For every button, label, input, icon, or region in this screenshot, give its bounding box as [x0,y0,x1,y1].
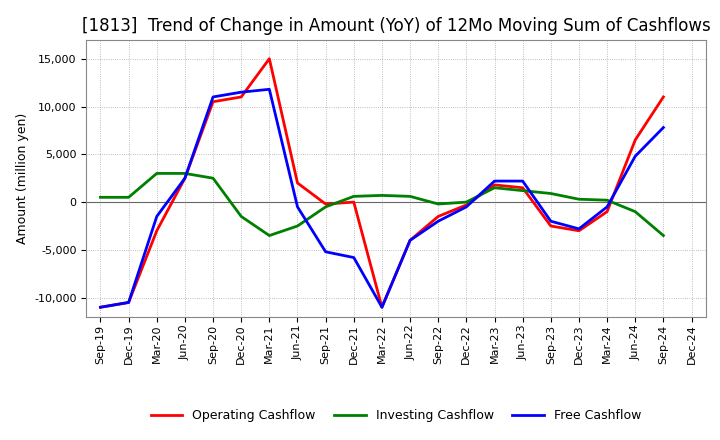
Operating Cashflow [321,202,330,207]
Free Cashflow [125,300,133,305]
Free Cashflow [575,226,583,231]
Investing Cashflow [237,214,246,219]
Title: [1813]  Trend of Change in Amount (YoY) of 12Mo Moving Sum of Cashflows: [1813] Trend of Change in Amount (YoY) o… [81,17,711,35]
Investing Cashflow [434,202,443,207]
Operating Cashflow [96,304,105,310]
Operating Cashflow [209,99,217,104]
Operating Cashflow [631,137,639,143]
Investing Cashflow [349,194,358,199]
Investing Cashflow [659,233,667,238]
Free Cashflow [237,89,246,95]
Free Cashflow [462,204,471,209]
Investing Cashflow [631,209,639,214]
Operating Cashflow [490,182,499,187]
Free Cashflow [349,255,358,260]
Investing Cashflow [96,194,105,200]
Line: Free Cashflow: Free Cashflow [101,89,663,307]
Investing Cashflow [125,194,133,200]
Operating Cashflow [603,209,611,214]
Y-axis label: Amount (million yen): Amount (million yen) [16,113,29,244]
Operating Cashflow [237,94,246,99]
Free Cashflow [377,304,386,310]
Investing Cashflow [546,191,555,196]
Operating Cashflow [546,224,555,229]
Free Cashflow [209,94,217,99]
Free Cashflow [321,249,330,254]
Investing Cashflow [181,171,189,176]
Free Cashflow [181,176,189,181]
Operating Cashflow [125,300,133,305]
Operating Cashflow [293,180,302,186]
Investing Cashflow [153,171,161,176]
Operating Cashflow [575,228,583,233]
Investing Cashflow [490,185,499,191]
Investing Cashflow [575,197,583,202]
Free Cashflow [631,154,639,159]
Free Cashflow [96,304,105,310]
Investing Cashflow [265,233,274,238]
Operating Cashflow [377,304,386,310]
Free Cashflow [659,125,667,130]
Investing Cashflow [603,198,611,203]
Investing Cashflow [293,224,302,229]
Free Cashflow [153,214,161,219]
Operating Cashflow [349,199,358,205]
Free Cashflow [434,219,443,224]
Investing Cashflow [377,193,386,198]
Operating Cashflow [265,56,274,61]
Investing Cashflow [321,204,330,209]
Operating Cashflow [462,202,471,208]
Free Cashflow [546,219,555,224]
Operating Cashflow [181,176,189,181]
Legend: Operating Cashflow, Investing Cashflow, Free Cashflow: Operating Cashflow, Investing Cashflow, … [146,404,646,427]
Operating Cashflow [406,238,415,243]
Free Cashflow [406,238,415,243]
Free Cashflow [603,204,611,209]
Operating Cashflow [659,94,667,99]
Operating Cashflow [153,228,161,233]
Investing Cashflow [462,199,471,205]
Investing Cashflow [518,188,527,193]
Line: Investing Cashflow: Investing Cashflow [101,173,663,235]
Investing Cashflow [209,176,217,181]
Free Cashflow [265,87,274,92]
Free Cashflow [293,204,302,209]
Line: Operating Cashflow: Operating Cashflow [101,59,663,307]
Investing Cashflow [406,194,415,199]
Operating Cashflow [518,185,527,191]
Operating Cashflow [434,214,443,219]
Free Cashflow [490,179,499,184]
Free Cashflow [518,179,527,184]
